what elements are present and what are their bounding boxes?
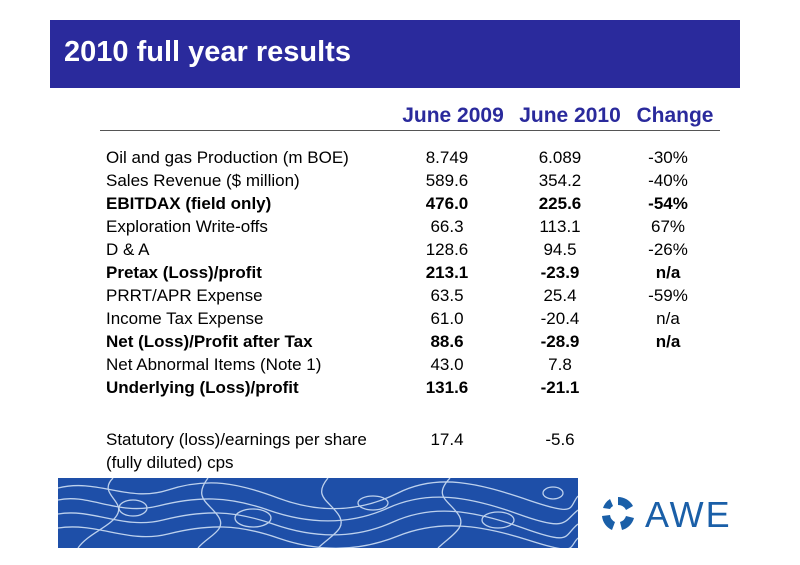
contour-pattern [58, 478, 578, 548]
column-header-change: Change [636, 104, 714, 127]
value-june-2009: 88.6 [430, 332, 464, 351]
value-change: n/a [655, 332, 681, 351]
table-row: (fully diluted) cps [0, 453, 800, 476]
value-june-2010: 225.6 [538, 194, 582, 213]
table-row: Underlying (Loss)/profit 131.6 -21.1 [0, 378, 800, 401]
value-change: -54% [648, 194, 688, 213]
row-label: (fully diluted) cps [106, 453, 234, 472]
value-june-2010: -23.9 [540, 263, 580, 282]
table-row: Pretax (Loss)/profit 213.1 -23.9 n/a [0, 263, 800, 286]
row-label: PRRT/APR Expense [106, 286, 263, 305]
row-label: D & A [106, 240, 150, 259]
value-june-2010: 354.2 [538, 171, 582, 190]
header-divider [100, 130, 720, 131]
table-row: EBITDAX (field only) 476.0 225.6 -54% [0, 194, 800, 217]
row-label: Pretax (Loss)/profit [106, 263, 262, 282]
table-row: Sales Revenue ($ million) 589.6 354.2 -40% [0, 171, 800, 194]
value-change: n/a [656, 309, 680, 328]
value-june-2009: 8.749 [425, 148, 469, 167]
value-change: 67% [650, 217, 686, 236]
table-row [0, 401, 800, 424]
value-june-2010: -28.9 [540, 332, 580, 351]
value-june-2009: 128.6 [425, 240, 469, 259]
value-june-2009: 213.1 [425, 263, 469, 282]
row-label: Underlying (Loss)/profit [106, 378, 299, 397]
footer-contour-band [58, 478, 578, 548]
awe-logo: AWE [598, 494, 738, 535]
table-row: PRRT/APR Expense 63.5 25.4 -59% [0, 286, 800, 309]
table-row: Income Tax Expense 61.0 -20.4 n/a [0, 309, 800, 332]
row-label: Exploration Write-offs [106, 217, 268, 236]
table-row: Net Abnormal Items (Note 1) 43.0 7.8 [0, 355, 800, 378]
value-june-2009: 589.6 [425, 171, 469, 190]
value-june-2009: 476.0 [425, 194, 469, 213]
table-row: D & A 128.6 94.5 -26% [0, 240, 800, 263]
value-june-2009: 66.3 [430, 217, 464, 236]
value-change: -59% [648, 286, 688, 305]
awe-logo-icon [602, 497, 634, 530]
value-june-2010: -20.4 [540, 309, 580, 328]
page-title: 2010 full year results [64, 36, 351, 68]
value-june-2010: 94.5 [543, 240, 577, 259]
awe-logo-text: AWE [645, 494, 732, 535]
value-june-2009: 63.5 [430, 286, 464, 305]
table-row: Exploration Write-offs 66.3 113.1 67% [0, 217, 800, 240]
value-june-2009: 43.0 [430, 355, 464, 374]
value-june-2009: 131.6 [425, 378, 469, 397]
value-june-2010: -21.1 [540, 378, 580, 397]
value-june-2009: 17.4 [430, 430, 464, 449]
row-label: EBITDAX (field only) [106, 194, 272, 213]
column-header-june-2010: June 2010 [519, 104, 621, 127]
value-change: n/a [655, 263, 681, 282]
row-label: Oil and gas Production (m BOE) [106, 148, 349, 167]
value-change: -30% [648, 148, 688, 167]
row-label: Sales Revenue ($ million) [106, 171, 300, 190]
value-june-2009: 61.0 [430, 309, 464, 328]
value-change: -40% [648, 171, 688, 190]
title-bar: 2010 full year results [50, 20, 740, 88]
table-row: Net (Loss)/Profit after Tax 88.6 -28.9 n/a [0, 332, 800, 355]
value-change: -26% [648, 240, 688, 259]
value-june-2010: -5.6 [545, 430, 575, 449]
row-label: Net Abnormal Items (Note 1) [106, 355, 322, 374]
row-label: Net (Loss)/Profit after Tax [106, 332, 313, 351]
table-row: Oil and gas Production (m BOE) 8.749 6.089… [0, 148, 800, 171]
value-june-2010: 7.8 [548, 355, 572, 374]
column-header-june-2009: June 2009 [402, 104, 504, 127]
value-june-2010: 6.089 [538, 148, 582, 167]
row-label: Statutory (loss)/earnings per share [106, 430, 367, 449]
table-row: Statutory (loss)/earnings per share 17.4 -… [0, 430, 800, 453]
value-june-2010: 113.1 [539, 217, 581, 236]
value-june-2010: 25.4 [543, 286, 577, 305]
row-label: Income Tax Expense [106, 309, 264, 328]
